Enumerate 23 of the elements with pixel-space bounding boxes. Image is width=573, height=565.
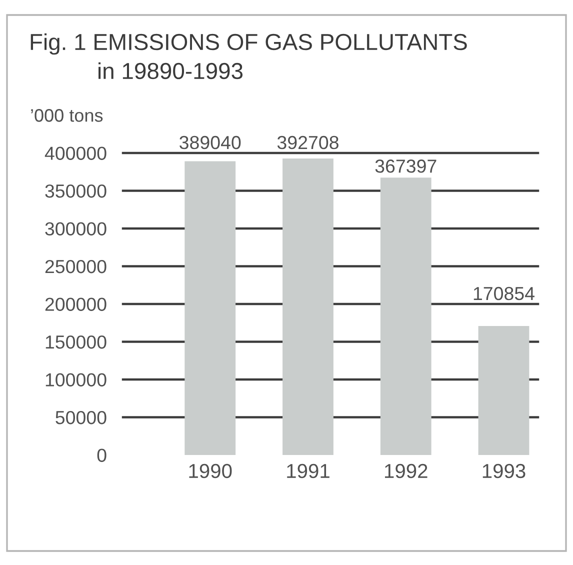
y-tick-label: 250000 xyxy=(45,260,106,274)
y-axis-title: ’000 tons xyxy=(31,109,103,122)
x-tick-label: 1993 xyxy=(482,464,526,478)
bar xyxy=(380,178,432,455)
x-tick-label: 1991 xyxy=(287,464,330,478)
x-tick-label: 1992 xyxy=(385,464,428,478)
x-tick-label: 1990 xyxy=(189,464,232,478)
y-tick-label: 400000 xyxy=(44,146,106,160)
y-tick-label: 100000 xyxy=(46,373,106,386)
data-label: 389040 xyxy=(180,136,241,150)
bar xyxy=(184,161,236,455)
data-label: 392708 xyxy=(277,136,338,150)
y-tick-label: 150000 xyxy=(46,335,106,349)
y-tick-label: 50000 xyxy=(56,410,106,424)
data-label: 170854 xyxy=(474,286,534,300)
y-tick-label: 350000 xyxy=(45,184,106,198)
y-tick-label: 200000 xyxy=(45,298,106,311)
data-label: 367397 xyxy=(375,160,436,173)
y-tick-label: 300000 xyxy=(45,222,106,236)
y-tick-label: 0 xyxy=(97,448,106,462)
bar xyxy=(282,158,334,455)
chart-title: Fig. 1 EMISSIONS OF GAS POLLUTANTS in 19890-1993 xyxy=(30,33,467,80)
bar xyxy=(478,326,530,455)
